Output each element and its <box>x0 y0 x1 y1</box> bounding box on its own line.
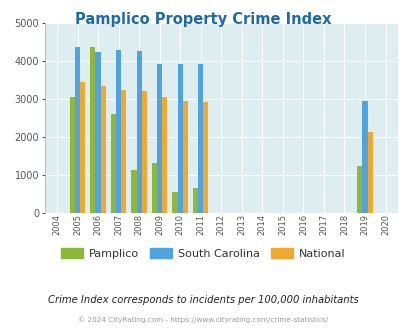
Bar <box>157 64 162 213</box>
Bar <box>203 102 208 213</box>
Bar <box>172 192 177 213</box>
Bar <box>95 51 100 213</box>
Bar <box>177 64 182 213</box>
Bar <box>141 91 147 213</box>
Bar <box>356 166 362 213</box>
Bar <box>121 89 126 213</box>
Bar <box>162 97 167 213</box>
Bar <box>111 114 116 213</box>
Bar <box>80 82 85 213</box>
Bar <box>136 51 141 213</box>
Text: Pamplico Property Crime Index: Pamplico Property Crime Index <box>75 12 330 26</box>
Bar <box>151 163 157 213</box>
Bar <box>198 64 203 213</box>
Bar <box>116 50 121 213</box>
Legend: Pamplico, South Carolina, National: Pamplico, South Carolina, National <box>56 244 349 263</box>
Bar <box>362 101 367 213</box>
Bar <box>182 101 188 213</box>
Text: © 2024 CityRating.com - https://www.cityrating.com/crime-statistics/: © 2024 CityRating.com - https://www.city… <box>78 316 327 323</box>
Text: Crime Index corresponds to incidents per 100,000 inhabitants: Crime Index corresponds to incidents per… <box>47 295 358 305</box>
Bar <box>131 170 136 213</box>
Bar <box>75 47 80 213</box>
Bar <box>70 97 75 213</box>
Bar <box>192 188 198 213</box>
Bar <box>367 132 372 213</box>
Bar <box>90 47 95 213</box>
Bar <box>100 86 105 213</box>
